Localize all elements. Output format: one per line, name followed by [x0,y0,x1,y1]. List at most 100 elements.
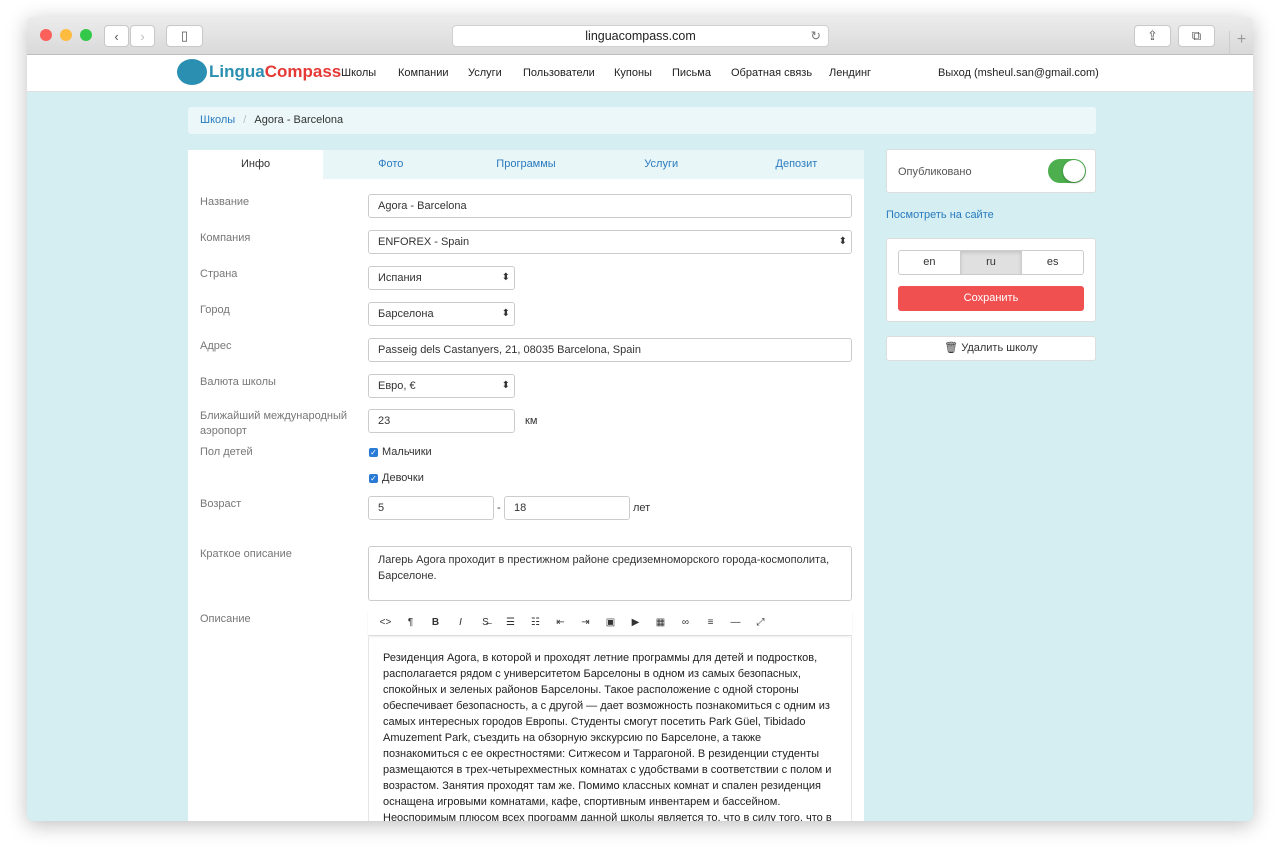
nav-landing[interactable]: Лендинг [829,67,872,79]
breadcrumb-schools[interactable]: Школы [200,114,236,126]
numbered-list-icon[interactable]: ☷ [531,617,540,628]
breadcrumb-current: Agora - Barcelona [254,114,344,126]
lang-en-button[interactable]: en [923,256,936,268]
close-window-button[interactable] [40,29,52,41]
city-select[interactable]: Барселона [368,302,515,326]
fullscreen-icon[interactable]: ⤢ [756,617,765,628]
tab-programs[interactable]: Программы [496,158,556,170]
checkbox-checked-icon: ✓ [369,473,378,483]
logo[interactable]: Lingua Compass [177,59,341,85]
company-select[interactable]: ENFOREX - Spain [368,230,852,254]
title-bar: ‹ › ▯ linguacompass.com ↻ ⇪ ⧉ + [27,17,1253,55]
delete-label: Удалить школу [961,342,1038,354]
country-value: Испания [378,272,422,284]
sidebar-icon[interactable]: ▯ [166,25,203,47]
logo-text-compass: Compass [264,62,342,81]
indent-icon[interactable]: ⇥ [581,617,590,628]
logo-text-lingua: Lingua [209,62,265,81]
strikethrough-icon[interactable]: S̶ [482,617,489,628]
gender-label: Пол детей [200,446,253,458]
editor-toolbar: <> ¶ B I S̶ ☰ ☷ ⇤ ⇥ ▣ ▶ ▦ ∞ ≡ — ⤢ [368,610,852,636]
description-label: Описание [200,613,251,625]
name-input[interactable]: Agora - Barcelona [368,194,852,218]
logout-link[interactable]: Выход (msheul.san@gmail.com) [938,67,1099,79]
girls-checkbox[interactable]: ✓ Девочки [369,472,424,484]
tab-info[interactable]: Инфо [188,150,324,179]
tabs: Инфо Фото Программы Услуги Депозит [188,150,864,179]
nav-letters[interactable]: Письма [672,67,711,79]
minimize-window-button[interactable] [60,29,72,41]
delete-school-button[interactable]: 🗑 Удалить школу [886,336,1096,361]
trash-icon: 🗑 [944,342,959,354]
boys-label: Мальчики [382,446,432,458]
address-label: Адрес [200,340,232,352]
align-icon[interactable]: ≡ [707,617,714,628]
breadcrumb-separator: / [243,114,247,126]
bold-icon[interactable]: B [431,617,440,628]
breadcrumb: Школы / Agora - Barcelona [188,107,1096,134]
age-separator: - [497,502,501,514]
horizontal-rule-icon[interactable]: — [730,617,741,628]
tab-deposit[interactable]: Депозит [775,158,818,170]
nav-users[interactable]: Пользователи [523,67,595,79]
checkbox-checked-icon: ✓ [369,447,378,457]
city-label: Город [200,304,230,316]
form-panel [188,150,864,821]
browser-window: ‹ › ▯ linguacompass.com ↻ ⇪ ⧉ + Lingua Com… [27,17,1253,821]
bullet-list-icon[interactable]: ☰ [506,617,515,628]
age-unit: лет [633,502,651,514]
owl-logo-icon [177,59,207,85]
airport-distance-input[interactable]: 23 [368,409,515,433]
link-icon[interactable]: ∞ [681,617,690,628]
tab-services[interactable]: Услуги [644,158,679,170]
nav-feedback[interactable]: Обратная связь [731,67,813,79]
save-button[interactable]: Сохранить [898,286,1084,311]
top-nav: Lingua Compass Школы Компании Услуги Поль… [27,55,1253,92]
nav-coupons[interactable]: Купоны [614,67,652,79]
new-tab-icon[interactable]: + [1229,31,1253,55]
zoom-window-button[interactable] [80,29,92,41]
city-value: Барселона [378,308,434,320]
view-on-site-link[interactable]: Посмотреть на сайте [886,209,994,221]
table-icon[interactable]: ▦ [655,617,666,628]
outdent-icon[interactable]: ⇤ [556,617,565,628]
lang-ru-button[interactable]: ru [959,251,1023,274]
image-icon[interactable]: ▣ [605,617,616,628]
code-icon[interactable]: <> [379,617,392,628]
age-to-input[interactable]: 18 [504,496,630,520]
tab-photo[interactable]: Фото [378,158,404,170]
name-label: Название [200,196,250,208]
share-icon[interactable]: ⇪ [1134,25,1171,47]
address-input[interactable]: Passeig dels Castanyers, 21, 08035 Barce… [368,338,852,362]
forward-icon[interactable]: › [130,25,155,47]
url-text: linguacompass.com [585,29,696,43]
short-description-textarea[interactable]: Лагерь Agora проходит в престижном район… [368,546,852,601]
nav-services[interactable]: Услуги [468,67,502,79]
age-from-input[interactable]: 5 [368,496,494,520]
nav-companies[interactable]: Компании [398,67,449,79]
save-card: en ru es Сохранить [886,238,1096,322]
age-label: Возраст [200,498,242,510]
currency-value: Евро, € [378,380,416,392]
boys-checkbox[interactable]: ✓ Мальчики [369,446,432,458]
company-label: Компания [200,232,251,244]
airport-unit: км [525,415,538,427]
currency-select[interactable]: Евро, € [368,374,515,398]
reload-icon[interactable]: ↻ [810,29,821,43]
company-value: ENFOREX - Spain [378,236,470,248]
published-toggle[interactable] [1048,159,1086,183]
airport-label: Ближайший международный аэропорт [200,410,348,437]
nav-schools[interactable]: Школы [341,67,377,79]
published-label: Опубликовано [898,166,972,178]
tabs-icon[interactable]: ⧉ [1178,25,1215,47]
paragraph-icon[interactable]: ¶ [407,617,414,628]
address-bar[interactable]: linguacompass.com ↻ [452,25,829,47]
back-icon[interactable]: ‹ [104,25,129,47]
italic-icon[interactable]: I [459,617,462,628]
lang-es-button[interactable]: es [1046,256,1059,268]
country-label: Страна [200,268,238,280]
short-description-label: Краткое описание [200,548,292,560]
video-icon[interactable]: ▶ [631,617,640,628]
country-select[interactable]: Испания [368,266,515,290]
description-editor[interactable]: Резиденция Agora, в которой и проходят л… [368,637,852,821]
